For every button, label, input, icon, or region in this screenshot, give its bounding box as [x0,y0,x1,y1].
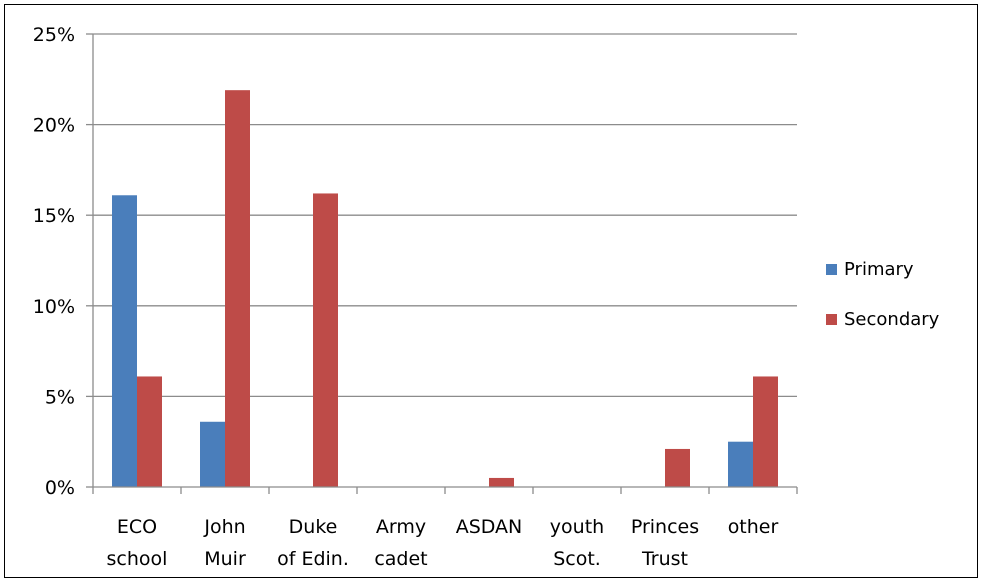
x-tick-label: youth Scot. [550,516,604,570]
y-tick-label: 15% [33,205,75,227]
bar-secondary-1 [225,90,250,487]
legend-swatch-secondary [826,314,837,325]
x-tick-label: ECO school [107,516,168,570]
x-tick-labels: ECO school John Muir Duke of Edin. Army cadet AS… [107,516,779,570]
bar-primary-0 [112,195,137,487]
bar-secondary-7 [753,376,778,487]
x-tick-label: ASDAN [456,516,523,538]
legend-swatch-primary [826,264,837,275]
bar-secondary-2 [313,193,338,487]
y-tick-label: 25% [33,24,75,46]
x-tick-label: Duke of Edin. [277,516,349,570]
bars [112,90,778,487]
y-tick-label: 5% [45,386,75,408]
y-tick-label: 0% [45,477,75,499]
x-tick-label: John Muir [203,516,246,570]
legend-label-secondary: Secondary [844,309,940,330]
y-tick-labels: 0% 5% 10% 15% 20% 25% [33,24,75,499]
legend-label-primary: Primary [844,259,914,280]
bar-primary-1 [200,421,225,487]
y-tick-label: 20% [33,115,75,137]
bar-secondary-4 [489,477,514,487]
x-tick-label: Army cadet [374,516,427,570]
bar-primary-7 [728,441,753,487]
legend: Primary Secondary [826,259,940,330]
x-tick-label: Princes Trust [631,516,699,570]
gridlines [93,33,797,398]
y-tick-label: 10% [33,296,75,318]
x-tick-label: other [728,516,779,538]
axes [86,33,798,494]
bar-secondary-0 [137,376,162,487]
bar-secondary-6 [665,448,690,487]
